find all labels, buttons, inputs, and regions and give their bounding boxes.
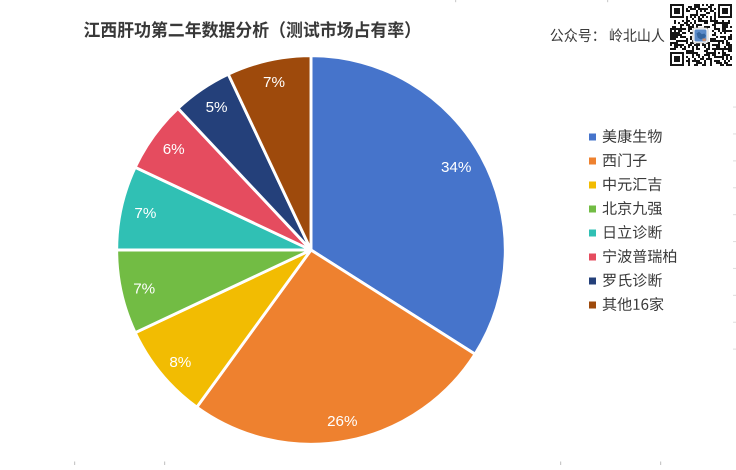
svg-text:7%: 7% — [133, 281, 155, 298]
svg-text:34%: 34% — [441, 159, 471, 176]
svg-text:26%: 26% — [327, 413, 357, 430]
svg-text:8%: 8% — [169, 354, 191, 371]
svg-text:7%: 7% — [134, 205, 156, 222]
svg-text:5%: 5% — [206, 99, 228, 116]
svg-text:7%: 7% — [263, 74, 285, 91]
svg-text:6%: 6% — [163, 141, 185, 158]
